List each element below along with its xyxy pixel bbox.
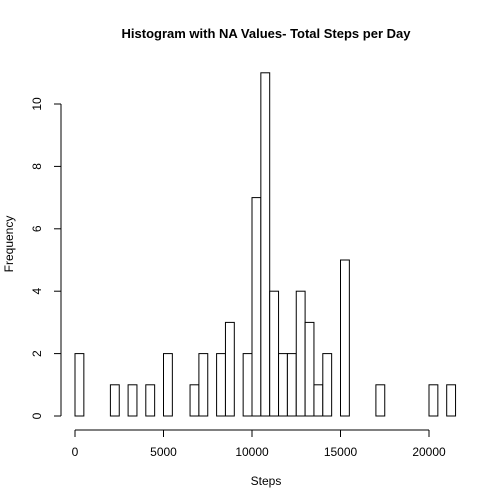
histogram-bar	[109, 384, 120, 417]
y-tick-label: 2	[30, 350, 44, 357]
histogram-bar	[278, 353, 288, 417]
histogram-bar	[375, 384, 386, 417]
histogram-bar	[224, 321, 235, 417]
histogram-bar	[286, 353, 297, 417]
histogram-bar	[428, 384, 439, 417]
histogram-bar	[198, 353, 209, 417]
histogram-bars	[74, 72, 457, 417]
y-axis-label: Frequency	[2, 216, 16, 273]
histogram-bar	[322, 353, 333, 417]
x-tick-label: 0	[72, 445, 79, 459]
histogram-bar	[242, 353, 253, 417]
y-tick-label: 8	[30, 163, 44, 170]
x-axis-label: Steps	[251, 474, 282, 488]
histogram-bar	[145, 384, 156, 417]
histogram-bar	[251, 197, 262, 417]
chart-title: Histogram with NA Values- Total Steps pe…	[122, 26, 412, 41]
histogram-bar	[313, 384, 324, 417]
x-tick-label: 15000	[324, 445, 358, 459]
histogram-bar	[216, 353, 226, 417]
y-tick-label: 6	[30, 225, 44, 232]
y-tick-label: 10	[30, 97, 44, 111]
histogram-bar	[269, 290, 280, 417]
histogram-bar	[127, 384, 138, 417]
y-tick-label: 0	[30, 412, 44, 419]
y-tick-label: 4	[30, 288, 44, 295]
histogram-bar	[163, 353, 173, 417]
histogram-bar	[260, 72, 271, 417]
x-tick-label: 10000	[235, 445, 269, 459]
histogram-bar	[446, 384, 457, 417]
histogram-bar	[74, 353, 85, 417]
x-axis: 0 5000 10000 15000 20000	[72, 429, 446, 459]
histogram-bar	[340, 259, 350, 417]
y-axis: 0 2 4 6 8 10	[30, 97, 62, 419]
histogram-bar	[189, 384, 200, 417]
x-tick-label: 5000	[150, 445, 177, 459]
x-tick-label: 20000	[412, 445, 446, 459]
histogram-bar	[295, 290, 306, 417]
histogram-bar	[304, 321, 315, 417]
